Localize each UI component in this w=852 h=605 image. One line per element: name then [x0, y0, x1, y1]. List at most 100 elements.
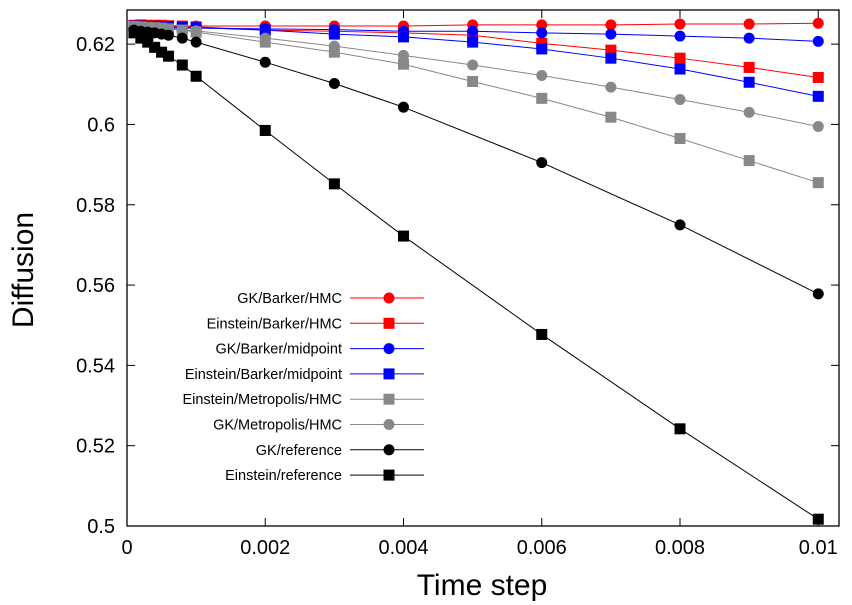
data-point: [467, 59, 479, 71]
data-point: [674, 132, 686, 144]
tick-labels: 0 0.002 0.004 0.006 0.008 0.01 0.5 0.52 0.54 0.56…: [76, 34, 838, 559]
legend-marker: [383, 368, 395, 380]
legend-label: GK/reference: [256, 443, 342, 459]
data-point: [128, 27, 140, 39]
legend-entry: Einstein/Barker/midpoint: [185, 367, 424, 383]
data-point: [259, 124, 271, 136]
legend-label: GK/Metropolis/HMC: [213, 418, 342, 434]
data-point: [536, 157, 548, 169]
data-point: [398, 49, 410, 61]
legend-entry: Einstein/reference: [225, 468, 424, 484]
data-point: [536, 328, 548, 340]
legend-marker: [383, 469, 395, 481]
data-point: [605, 28, 617, 40]
data-point: [176, 32, 188, 44]
legend-entry: Einstein/Metropolis/HMC: [182, 392, 424, 408]
data-point: [190, 70, 202, 82]
x-axis-title: Time step: [417, 569, 548, 602]
data-point: [190, 36, 202, 48]
series-line: [133, 29, 819, 295]
data-point: [328, 46, 340, 58]
data-point: [812, 120, 824, 132]
legend-marker: [383, 393, 395, 405]
data-point: [812, 90, 824, 102]
data-point: [605, 44, 617, 56]
data-point: [743, 155, 755, 167]
y-tick-label: 0.62: [76, 34, 115, 56]
data-point: [176, 59, 188, 71]
data-point: [812, 71, 824, 83]
data-point: [743, 32, 755, 44]
legend-entry: GK/Barker/HMC: [237, 291, 424, 307]
y-tick-label: 0.54: [76, 355, 115, 377]
data-point: [328, 28, 340, 40]
x-tick-label: 0.006: [517, 537, 567, 559]
legend-entry: GK/Barker/midpoint: [215, 342, 424, 358]
data-point: [536, 27, 548, 39]
legend: GK/Barker/HMC Einstein/Barker/HMC GK/Barke…: [182, 291, 424, 484]
data-point: [190, 25, 202, 37]
data-point: [536, 69, 548, 81]
data-point: [674, 423, 686, 435]
legend-label: Einstein/Barker/HMC: [207, 316, 342, 332]
data-point: [135, 32, 147, 44]
data-point: [536, 92, 548, 104]
data-point: [467, 36, 479, 48]
data-point: [674, 18, 686, 30]
data-point: [605, 81, 617, 93]
data-point: [743, 106, 755, 118]
data-point: [812, 35, 824, 47]
plot-border: [126, 9, 840, 527]
legend-marker: [383, 419, 395, 430]
legend-label: Einstein/Barker/midpoint: [185, 367, 342, 383]
data-point: [398, 58, 410, 70]
x-tick-label: 0: [121, 537, 132, 559]
data-point: [743, 61, 755, 73]
data-point: [743, 76, 755, 88]
legend-entry: Einstein/Barker/HMC: [207, 316, 424, 332]
data-point: [812, 288, 824, 300]
data-point: [674, 94, 686, 106]
data-point: [536, 37, 548, 49]
series-7: [128, 24, 824, 300]
legend-label: GK/Barker/HMC: [237, 291, 342, 307]
data-point: [398, 230, 410, 242]
y-tick-label: 0.56: [76, 275, 115, 297]
data-point: [467, 25, 479, 37]
data-point: [142, 36, 154, 48]
data-point: [605, 19, 617, 31]
data-point: [328, 40, 340, 52]
data-point: [812, 177, 824, 189]
legend-marker: [383, 343, 395, 355]
data-point: [674, 219, 686, 231]
legend-marker: [383, 317, 395, 329]
legend-label: Einstein/Metropolis/HMC: [182, 392, 342, 408]
y-axis-title: Diffusion: [7, 212, 40, 328]
y-tick-label: 0.5: [87, 516, 115, 538]
x-tick-label: 0.008: [655, 537, 705, 559]
data-point: [674, 63, 686, 75]
series-line: [133, 25, 819, 184]
data-point: [812, 17, 824, 29]
data-point: [259, 56, 271, 68]
data-point: [398, 101, 410, 113]
series-8: [128, 27, 824, 525]
data-point: [328, 178, 340, 190]
data-point: [536, 19, 548, 31]
x-tick-label: 0.01: [799, 537, 838, 559]
plot-area: [128, 17, 824, 525]
data-point: [259, 32, 271, 44]
data-point: [328, 77, 340, 89]
data-point: [605, 52, 617, 64]
data-point: [259, 24, 271, 36]
data-point: [176, 24, 188, 36]
legend-label: Einstein/reference: [225, 468, 342, 484]
data-point: [162, 50, 174, 62]
x-tick-label: 0.002: [240, 537, 290, 559]
data-point: [605, 111, 617, 123]
data-point: [674, 52, 686, 64]
legend-label: GK/Barker/midpoint: [215, 342, 342, 358]
legend-entry: GK/Metropolis/HMC: [213, 418, 424, 434]
y-tick-label: 0.58: [76, 195, 115, 217]
